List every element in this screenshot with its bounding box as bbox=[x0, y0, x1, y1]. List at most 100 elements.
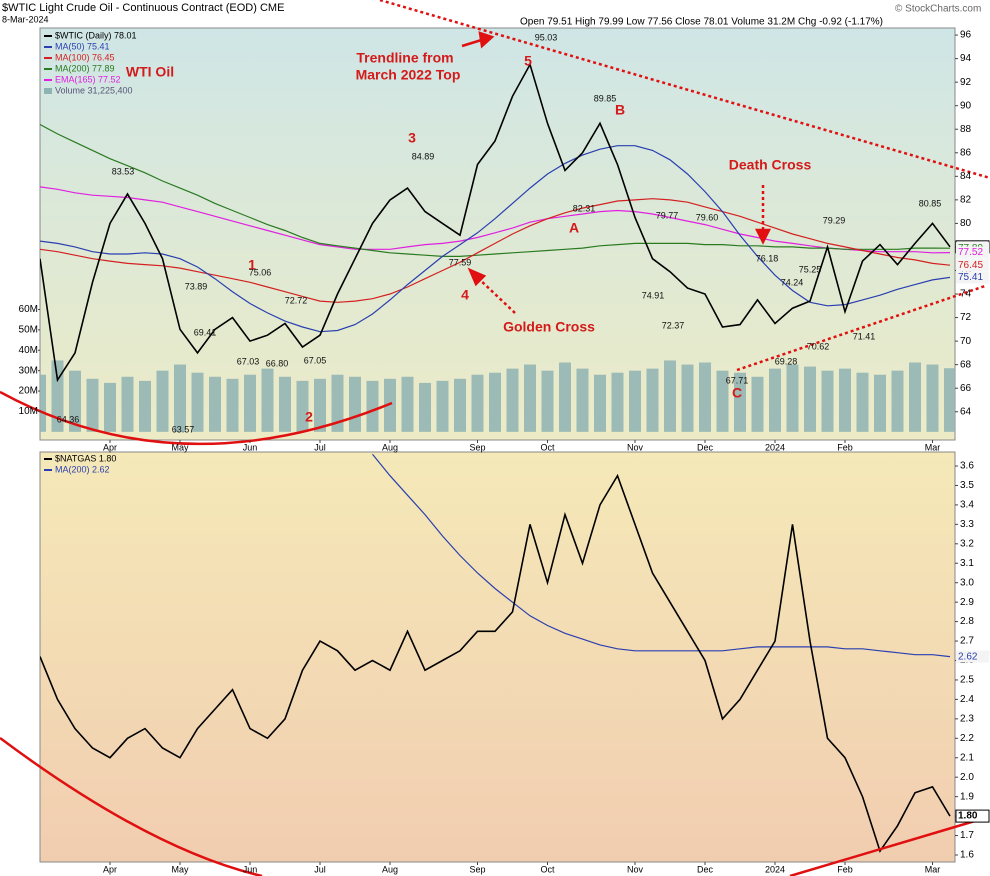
y-tick-label: 3.6 bbox=[960, 461, 974, 472]
value-tag: 2.62 bbox=[958, 651, 978, 662]
value-tag: 75.41 bbox=[958, 272, 983, 283]
y-tick-label: 72 bbox=[960, 312, 972, 323]
value-tag-box bbox=[955, 809, 990, 823]
x-tick-label: Jul bbox=[314, 864, 326, 874]
annotation: 1 bbox=[248, 257, 256, 273]
point-label: 67.03 bbox=[237, 356, 260, 366]
annotation: 5 bbox=[524, 53, 532, 69]
series-line bbox=[40, 473, 951, 853]
y-tick-label: 86 bbox=[960, 147, 972, 158]
volume-bar bbox=[174, 364, 186, 432]
value-tag-box bbox=[956, 246, 989, 259]
volume-bar bbox=[191, 372, 204, 432]
x-tick-label: Aug bbox=[382, 864, 398, 874]
volume-bar bbox=[646, 368, 659, 432]
legend-swatch bbox=[44, 469, 52, 471]
y-tick-label: 2.7 bbox=[960, 636, 974, 647]
point-label: 69.41 bbox=[194, 327, 217, 337]
point-label: 75.25 bbox=[799, 264, 822, 274]
y-tick-label: 2.4 bbox=[960, 694, 974, 705]
volume-bar bbox=[454, 378, 466, 432]
y-tick-label: 3.0 bbox=[960, 577, 974, 588]
volume-bar bbox=[261, 368, 274, 432]
point-label: 79.60 bbox=[696, 212, 719, 222]
volume-bar bbox=[121, 376, 134, 432]
point-label: 89.85 bbox=[594, 93, 617, 103]
x-tick-label: Oct bbox=[540, 442, 555, 452]
y-tick-label: 3.2 bbox=[960, 538, 974, 549]
x-tick-label: Feb bbox=[837, 864, 853, 874]
volume-bar bbox=[909, 362, 921, 432]
y-tick-label: 3.3 bbox=[960, 519, 974, 530]
y-tick-label: 88 bbox=[960, 124, 972, 135]
annotation: WTI Oil bbox=[126, 64, 174, 80]
y-tick-label: 2.3 bbox=[960, 713, 974, 724]
y-tick-label: 2.5 bbox=[960, 675, 974, 686]
point-label: 79.29 bbox=[823, 215, 846, 225]
annotation: B bbox=[615, 102, 625, 118]
volume-bar bbox=[629, 370, 641, 432]
y-tick-label: 2.9 bbox=[960, 597, 974, 608]
panel-2 bbox=[39, 451, 956, 863]
point-label: 75.06 bbox=[249, 267, 272, 277]
point-label: 73.89 bbox=[185, 281, 208, 291]
y-tick-label: 1.9 bbox=[960, 791, 974, 802]
x-tick-label: Sep bbox=[469, 864, 485, 874]
panel-1 bbox=[39, 27, 956, 441]
plot-1 bbox=[40, 62, 955, 432]
y-tick-label: 70 bbox=[960, 336, 972, 347]
series-line bbox=[40, 145, 951, 333]
x-tick-label: Mar bbox=[925, 442, 941, 452]
series-line bbox=[372, 453, 951, 658]
volume-bar bbox=[419, 382, 431, 432]
source: © StockCharts.com bbox=[895, 4, 981, 15]
y-tick-label: 90 bbox=[960, 100, 972, 111]
volume-bar bbox=[664, 360, 676, 432]
point-label: 95.03 bbox=[535, 32, 558, 42]
volume-bar bbox=[944, 368, 955, 432]
volume-bar bbox=[524, 364, 536, 432]
point-label: 66.80 bbox=[266, 358, 289, 368]
x-tick-label: Jun bbox=[243, 864, 258, 874]
y-tick-label: 1.6 bbox=[960, 850, 974, 861]
x-tick-label: Jul bbox=[314, 442, 326, 452]
volume-bar bbox=[104, 382, 116, 432]
volume-bar bbox=[611, 372, 624, 432]
volume-bar bbox=[786, 364, 799, 432]
point-label: 71.41 bbox=[853, 331, 876, 341]
volume-bar bbox=[821, 370, 834, 432]
volume-bar bbox=[769, 368, 781, 432]
y-tick-label: 3.1 bbox=[960, 558, 974, 569]
volume-tick-label: 50M bbox=[19, 325, 38, 336]
legend-label: $NATGAS 1.80 bbox=[55, 453, 116, 463]
volume-tick-label: 10M bbox=[19, 406, 38, 417]
x-tick-label: Mar bbox=[925, 864, 941, 874]
annotation: Death Cross bbox=[729, 157, 812, 173]
legend-swatch bbox=[44, 46, 52, 48]
volume-bar bbox=[156, 370, 169, 432]
annotation: Golden Cross bbox=[503, 319, 595, 335]
volume-tick-label: 40M bbox=[19, 345, 38, 356]
point-label: 72.37 bbox=[662, 320, 685, 330]
y-tick-label: 64 bbox=[960, 406, 972, 417]
volume-bar bbox=[471, 374, 484, 432]
annotation: C bbox=[732, 385, 742, 401]
x-tick-label: Feb bbox=[837, 442, 853, 452]
point-label: 76.18 bbox=[756, 253, 779, 263]
legend-label: MA(200) 2.62 bbox=[55, 464, 110, 474]
value-tag: 76.45 bbox=[958, 260, 983, 271]
point-label: 79.77 bbox=[656, 210, 679, 220]
annotation: 4 bbox=[461, 287, 469, 303]
legend-swatch bbox=[44, 458, 52, 460]
volume-bar bbox=[804, 366, 816, 432]
y-tick-label: 74 bbox=[960, 289, 972, 300]
legend-swatch bbox=[44, 88, 52, 94]
y-tick-label: 3.4 bbox=[960, 500, 974, 511]
legend-label: EMA(165) 77.52 bbox=[55, 74, 121, 84]
y-tick-label: 2.8 bbox=[960, 616, 974, 627]
volume-bar bbox=[734, 372, 746, 432]
point-label: 77.59 bbox=[449, 257, 472, 267]
volume-bar bbox=[489, 372, 501, 432]
volume-bar bbox=[279, 376, 291, 432]
